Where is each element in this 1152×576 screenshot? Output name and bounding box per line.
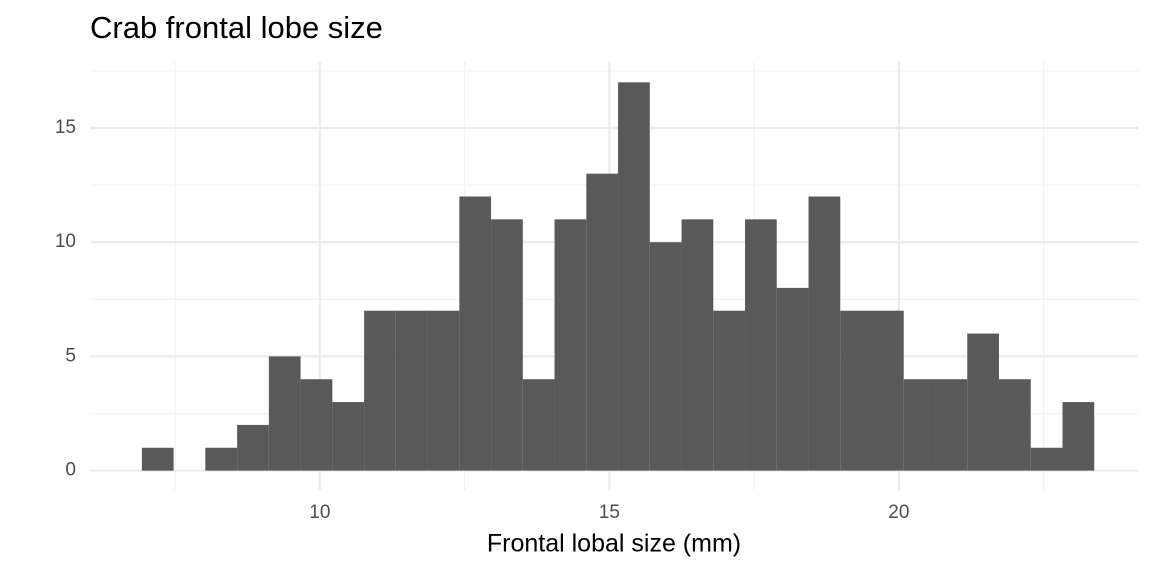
bar <box>713 310 746 471</box>
bar <box>332 402 365 471</box>
bar <box>395 310 428 471</box>
bar <box>808 196 841 471</box>
bar <box>903 379 936 471</box>
bar <box>554 219 587 471</box>
x-axis-title: Frontal lobal size (mm) <box>487 530 741 558</box>
bar <box>618 82 650 471</box>
bar <box>998 379 1031 471</box>
bar <box>649 242 682 471</box>
bar <box>459 196 492 471</box>
bar <box>522 379 555 471</box>
x-tick-label: 20 <box>888 502 909 523</box>
bar <box>491 219 523 471</box>
bar <box>364 310 396 471</box>
bar <box>586 173 619 471</box>
bar <box>1030 447 1063 471</box>
y-tick-label: 15 <box>55 117 76 138</box>
bar <box>745 219 777 471</box>
bar <box>840 310 873 471</box>
bar <box>300 379 333 471</box>
x-tick-label: 10 <box>309 502 330 523</box>
y-tick-label: 0 <box>65 460 76 481</box>
y-tick-label: 10 <box>55 231 76 252</box>
bar <box>872 310 904 471</box>
bar <box>967 333 999 471</box>
bar <box>935 379 968 471</box>
x-tick-label: 15 <box>599 502 620 523</box>
bar <box>1062 402 1095 471</box>
bar <box>205 447 238 471</box>
y-tick-label: 5 <box>65 345 76 366</box>
bar <box>681 219 714 471</box>
bar <box>268 356 301 471</box>
chart-title: Crab frontal lobe size <box>90 10 383 45</box>
bar <box>427 310 460 471</box>
bar <box>237 424 269 471</box>
bar <box>141 447 174 471</box>
bar <box>776 287 809 471</box>
